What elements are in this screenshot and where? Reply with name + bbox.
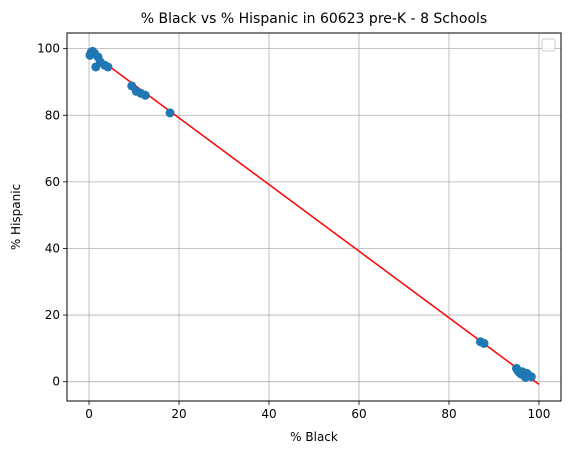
y-tick-label: 40 bbox=[45, 241, 60, 255]
x-axis-label: % Black bbox=[290, 430, 338, 444]
data-point bbox=[140, 90, 150, 100]
grid-lines bbox=[67, 33, 561, 401]
y-tick-label: 60 bbox=[45, 175, 60, 189]
y-axis-label: % Hispanic bbox=[9, 184, 23, 250]
y-tick-label: 100 bbox=[37, 42, 60, 56]
y-tick-label: 20 bbox=[45, 308, 60, 322]
x-tick-label: 80 bbox=[441, 407, 456, 421]
y-tick-label: 0 bbox=[52, 375, 60, 389]
data-point bbox=[479, 338, 489, 348]
legend-box bbox=[541, 38, 556, 52]
fit-line-layer bbox=[88, 50, 540, 385]
chart-title: % Black vs % Hispanic in 60623 pre-K - 8… bbox=[141, 11, 487, 27]
x-tick-label: 40 bbox=[261, 407, 276, 421]
y-tick-label: 80 bbox=[45, 108, 60, 122]
data-points bbox=[85, 46, 536, 382]
fit-line bbox=[88, 50, 540, 385]
x-tick-label: 20 bbox=[171, 407, 186, 421]
axes-frame bbox=[66, 32, 562, 402]
data-point bbox=[103, 62, 113, 72]
data-point bbox=[526, 372, 536, 382]
axis-ticks: 0 20 40 60 80 100 0 20 40 60 80 100 bbox=[37, 42, 550, 421]
x-tick-label: 0 bbox=[85, 407, 93, 421]
x-tick-label: 60 bbox=[351, 407, 366, 421]
x-tick-label: 100 bbox=[528, 407, 551, 421]
data-point bbox=[165, 108, 175, 118]
